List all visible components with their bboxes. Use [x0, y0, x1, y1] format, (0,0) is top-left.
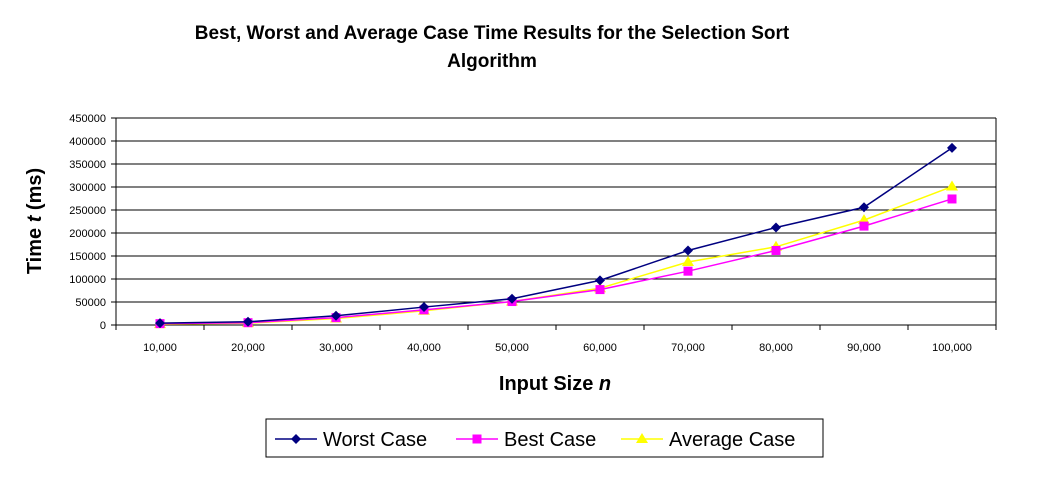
best-case-point — [595, 285, 605, 295]
y-axis-title-main: Time — [24, 222, 46, 274]
legend: Worst Case Best Case Average Case — [265, 418, 824, 458]
x-tick-label: 50,000 — [495, 342, 529, 354]
chart-title-line-2: Algorithm — [447, 51, 537, 72]
y-tick-labels: 0 50000 100000 150000 200000 250000 300000 3500… — [69, 113, 106, 332]
x-tick-label: 60,000 — [583, 342, 617, 354]
worst-case-line — [159, 147, 953, 324]
average-case-line — [159, 185, 953, 325]
y-tick-label: 250000 — [69, 205, 106, 217]
legend-item-average-case: Average Case — [621, 429, 795, 451]
worst-case-point — [243, 316, 253, 327]
legend-marker-square — [472, 434, 482, 444]
y-tick-label: 150000 — [69, 251, 106, 263]
legend-label: Best Case — [504, 429, 596, 451]
worst-case-point — [947, 142, 957, 153]
legend-item-worst-case: Worst Case — [275, 429, 427, 451]
x-axis-title-variable: n — [599, 373, 611, 395]
worst-case-point — [331, 310, 341, 321]
x-tick-label: 70,000 — [671, 342, 705, 354]
worst-case-point — [771, 222, 781, 233]
best-case-point — [859, 221, 869, 231]
y-tick-label: 50000 — [75, 297, 106, 309]
y-tick-label: 300000 — [69, 182, 106, 194]
worst-case-point — [595, 275, 605, 286]
chart-title-line-1: Best, Worst and Average Case Time Result… — [195, 23, 790, 44]
series-average-case — [154, 180, 958, 329]
x-tick-label: 90,000 — [847, 342, 881, 354]
best-case-point — [947, 194, 957, 204]
legend-label: Average Case — [669, 429, 795, 451]
y-tick-label: 200000 — [69, 228, 106, 240]
legend-box — [265, 418, 824, 458]
x-tick-labels: 10,000 20,000 30,000 40,000 50,000 60,000 70,0… — [143, 342, 972, 354]
best-case-point — [771, 245, 781, 255]
x-axis-title: Input Size n — [499, 373, 611, 395]
x-tick-label: 40,000 — [407, 342, 441, 354]
y-axis-title-unit: (ms) — [24, 168, 46, 216]
y-tick-label: 350000 — [69, 159, 106, 171]
data-series — [154, 142, 958, 329]
x-tick-label: 20,000 — [231, 342, 265, 354]
legend-label: Worst Case — [323, 429, 427, 451]
legend-marker-diamond — [291, 434, 301, 444]
y-tick-label: 450000 — [69, 113, 106, 125]
worst-case-point — [683, 245, 693, 256]
y-tick-label: 100000 — [69, 274, 106, 286]
worst-case-point — [859, 202, 869, 213]
best-case-line — [159, 198, 953, 325]
series-worst-case — [155, 142, 957, 329]
x-axis-title-main: Input Size — [499, 373, 599, 395]
worst-case-point — [507, 293, 517, 304]
x-tick-label: 30,000 — [319, 342, 353, 354]
x-tick-label: 80,000 — [759, 342, 793, 354]
y-axis-title: Time t (ms) — [24, 168, 46, 274]
series-best-case — [155, 194, 957, 329]
y-tick-label: 400000 — [69, 136, 106, 148]
worst-case-point — [419, 302, 429, 313]
legend-marker-triangle — [636, 433, 648, 443]
x-tick-label: 10,000 — [143, 342, 177, 354]
average-case-point — [946, 180, 958, 191]
y-axis-title-variable: t — [24, 214, 46, 222]
best-case-point — [683, 266, 693, 276]
average-case-point — [682, 255, 694, 266]
worst-case-point — [155, 318, 165, 329]
gridlines — [111, 117, 997, 330]
x-tick-label: 100,000 — [932, 342, 972, 354]
y-tick-label: 0 — [100, 320, 106, 332]
legend-item-best-case: Best Case — [456, 429, 596, 451]
